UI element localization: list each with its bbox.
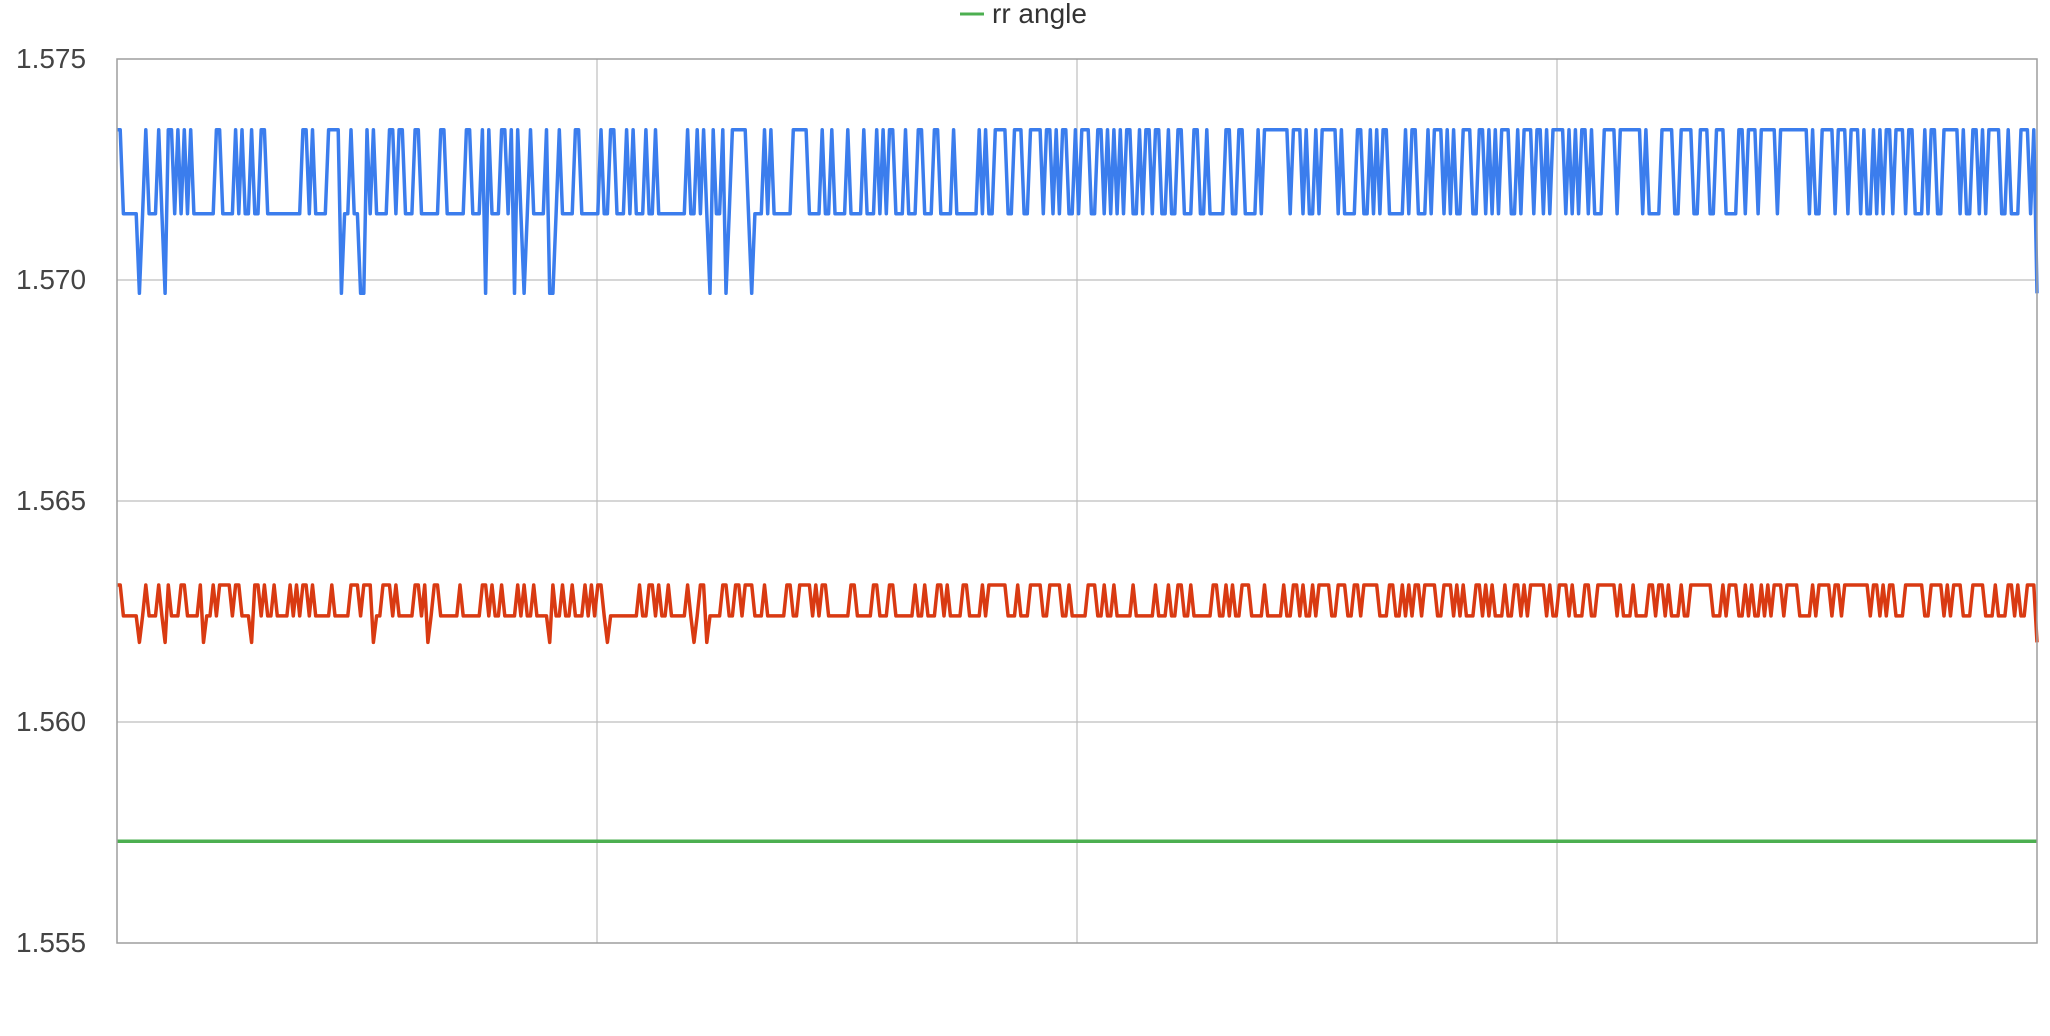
plot-area-border	[116, 58, 2038, 944]
series-line-1	[117, 127, 2039, 296]
y-tick-label: 1.555	[16, 927, 86, 958]
y-tick-label: 1.575	[16, 43, 86, 74]
series-line-2	[117, 583, 2039, 645]
y-tick-label: 1.570	[16, 264, 86, 295]
y-tick-label: 1.560	[16, 706, 86, 737]
y-tick-label: 1.565	[16, 485, 86, 516]
y-axis-ticks: 1.575 1.570 1.565 1.560 1.555	[16, 43, 86, 958]
series-layer	[117, 127, 2039, 844]
legend: rr angle	[960, 0, 1087, 29]
legend-label-rr-angle: rr angle	[992, 0, 1087, 29]
